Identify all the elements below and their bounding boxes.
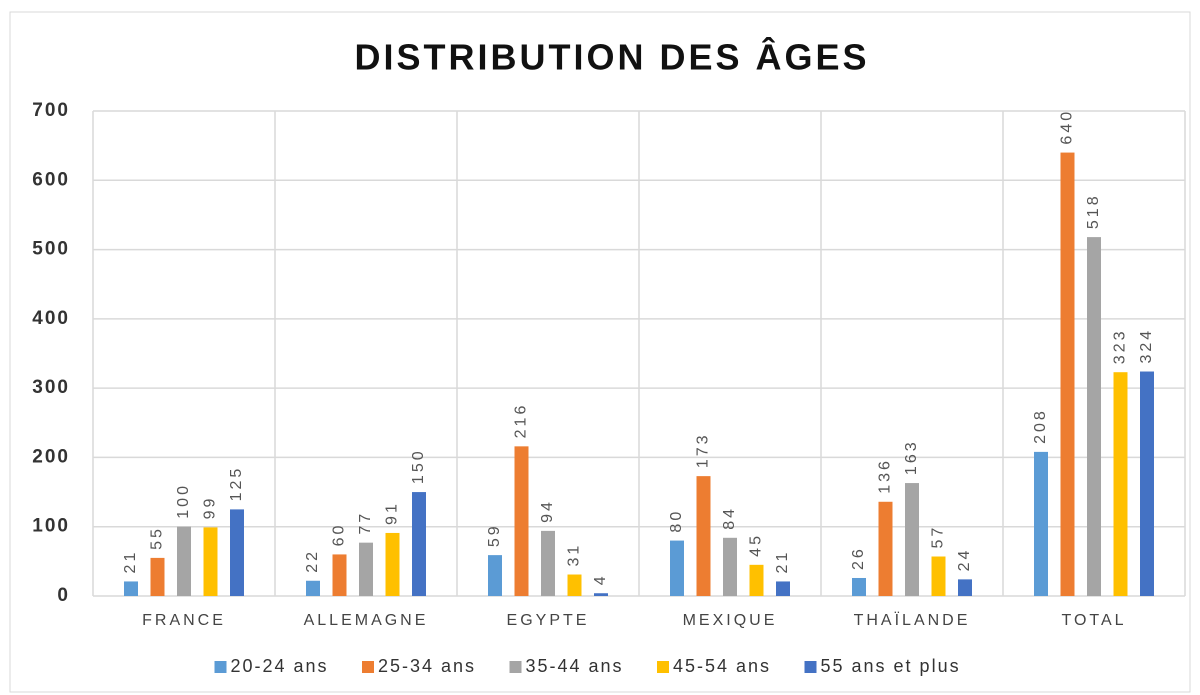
x-tick-label: THAÏLANDE: [854, 611, 971, 629]
data-label: 323: [1112, 329, 1129, 365]
bar: [1140, 371, 1154, 596]
y-tick-label: 300: [32, 377, 70, 398]
legend-label: 55 ans et plus: [821, 656, 961, 676]
bar: [332, 554, 347, 596]
data-label: 26: [850, 546, 867, 570]
bar: [776, 581, 790, 596]
y-tick-label: 0: [57, 585, 70, 606]
data-label: 55: [149, 526, 166, 550]
bar: [412, 492, 426, 596]
legend-swatch: [657, 661, 669, 673]
legend-swatch: [362, 661, 374, 673]
x-tick-label: FRANCE: [142, 612, 226, 629]
data-label: 91: [384, 501, 401, 525]
x-tick-label: ALLEMAGNE: [304, 612, 429, 629]
bar: [541, 530, 555, 596]
data-label: 84: [721, 506, 738, 530]
bar: [852, 577, 866, 596]
bar: [696, 476, 711, 596]
data-label: 77: [357, 511, 374, 535]
data-label: 94: [539, 499, 556, 523]
data-label: 4: [592, 573, 609, 585]
data-label: 150: [410, 448, 427, 484]
bar: [594, 593, 608, 596]
bar: [150, 557, 165, 596]
data-label: 125: [228, 466, 245, 502]
bar: [488, 555, 502, 596]
legend-label: 20-24 ans: [231, 656, 329, 676]
bar: [905, 483, 919, 596]
data-label: 640: [1059, 109, 1076, 145]
bar: [385, 532, 400, 596]
data-label: 518: [1085, 193, 1102, 229]
data-label: 173: [695, 432, 712, 468]
bar: [514, 446, 529, 596]
data-label: 208: [1032, 408, 1049, 444]
data-label: 31: [566, 543, 583, 567]
bar: [230, 509, 244, 596]
data-label: 80: [668, 509, 685, 533]
legend-label: 45-54 ans: [673, 656, 771, 676]
legend-swatch: [214, 661, 227, 673]
bar: [670, 540, 684, 596]
bar: [124, 581, 138, 596]
y-tick-label: 600: [32, 169, 70, 190]
y-tick-label: 700: [32, 100, 70, 121]
bar: [1113, 372, 1128, 596]
data-label: 99: [202, 496, 219, 520]
x-tick-label: MEXIQUE: [683, 612, 778, 629]
data-label: 59: [486, 523, 503, 547]
legend-label: 35-44 ans: [526, 656, 624, 676]
data-label: 100: [175, 483, 192, 519]
data-label: 324: [1138, 328, 1155, 364]
data-label: 136: [877, 458, 894, 494]
bar: [359, 542, 373, 596]
data-label: 57: [930, 525, 947, 549]
x-tick-label: EGYPTE: [507, 612, 590, 629]
data-label: 60: [331, 523, 348, 547]
data-label: 21: [774, 550, 791, 574]
bar: [203, 527, 218, 596]
data-label: 24: [956, 548, 973, 572]
legend-swatch: [509, 661, 522, 673]
y-tick-label: 200: [32, 446, 70, 467]
chart-title: DISTRIBUTION DES ÂGES: [354, 36, 869, 78]
data-label: 163: [903, 439, 920, 475]
y-tick-label: 400: [32, 308, 70, 329]
bar: [1034, 451, 1048, 596]
data-label: 22: [304, 549, 321, 573]
bar: [177, 526, 191, 596]
bar: [1087, 237, 1101, 596]
legend-label: 25-34 ans: [378, 656, 476, 676]
legend-swatch: [804, 661, 817, 673]
y-tick-label: 100: [32, 516, 70, 537]
bar: [306, 580, 320, 596]
x-tick-label: TOTAL: [1061, 612, 1126, 629]
y-tick-label: 500: [32, 239, 70, 260]
data-label: 21: [122, 550, 139, 574]
bar: [878, 501, 893, 596]
data-label: 45: [748, 533, 765, 557]
data-label: 216: [513, 403, 530, 439]
bar: [1060, 152, 1075, 597]
bar: [931, 556, 946, 596]
bar: [749, 564, 764, 596]
bar: [723, 537, 737, 596]
bar: [567, 574, 582, 596]
bar: [958, 579, 972, 596]
